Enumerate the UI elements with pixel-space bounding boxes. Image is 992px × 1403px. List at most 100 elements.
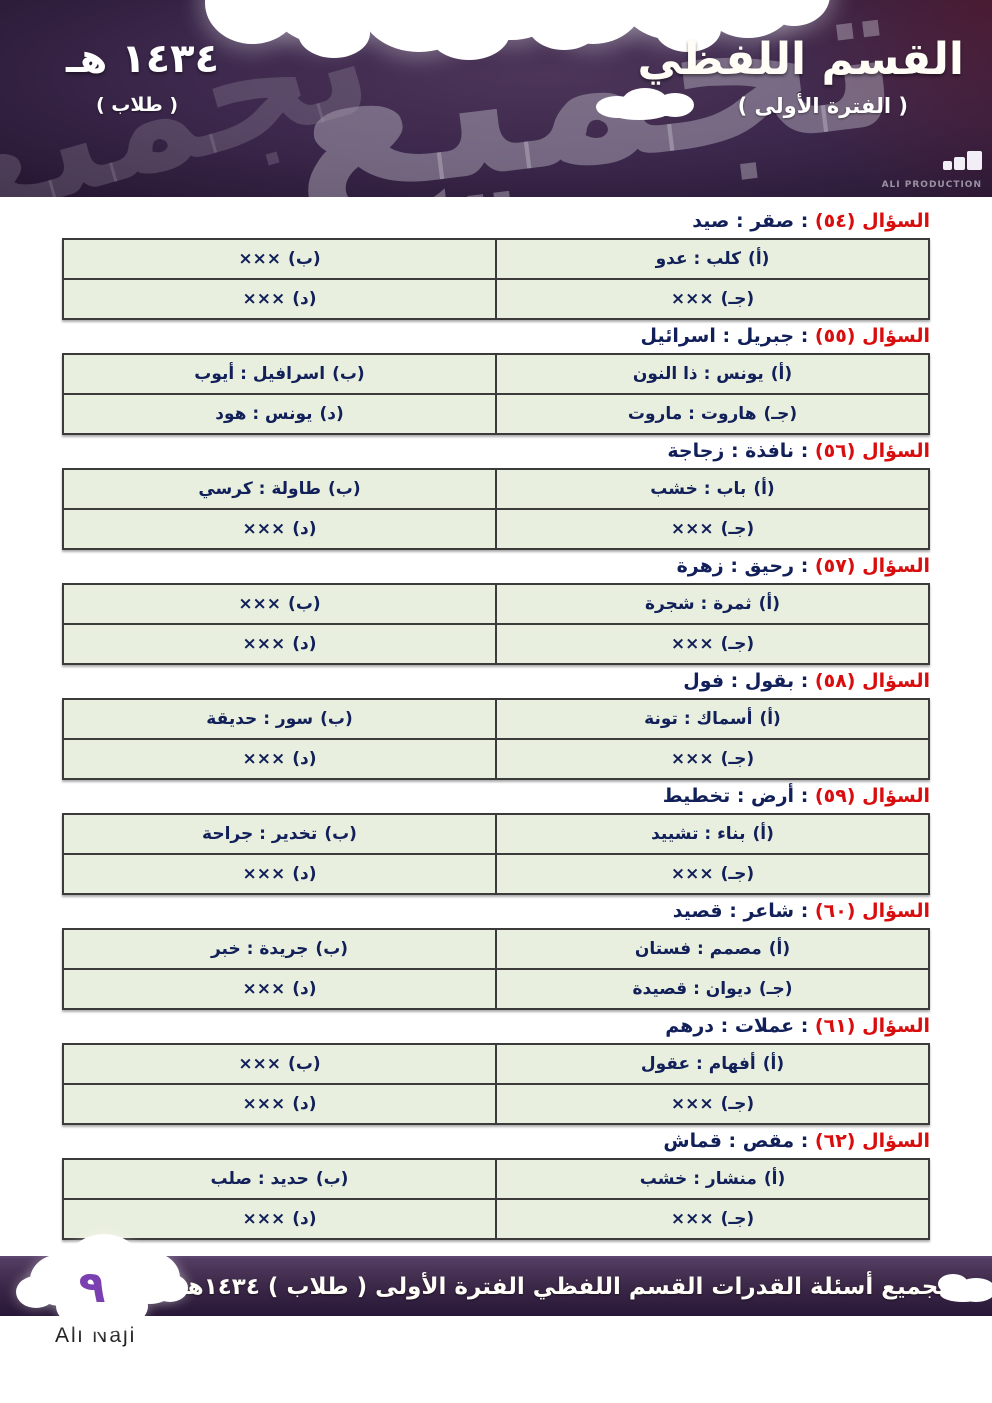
option-cell-d: (د) ×××	[62, 623, 497, 665]
logo-bars-icon	[882, 151, 982, 170]
question-block-56: السؤال (٥٦) : نافذة : زجاجة (أ) باب : خشب…	[62, 435, 930, 550]
audience-label: ( طلاب )	[96, 94, 179, 116]
option-cell-a: (أ) كلب : عدو	[495, 238, 930, 280]
option-cell-d: (د) ×××	[62, 278, 497, 320]
options-table: (أ) منشار : خشب (ب) حديد : صلب (جـ) ××× (د)…	[62, 1158, 930, 1240]
option-letter: (د)	[292, 1094, 317, 1114]
option-cell-c: (جـ) ×××	[495, 508, 930, 550]
question-pair: صقر : صيد	[692, 210, 795, 232]
question-pair: رحيق : زهرة	[676, 555, 795, 577]
question-number: السؤال (٦١)	[814, 1015, 930, 1037]
cloud-puff	[528, 0, 600, 50]
option-text: مصمم : فستان	[634, 939, 762, 959]
option-letter: (أ)	[748, 249, 770, 269]
option-letter: (أ)	[758, 594, 780, 614]
option-text: ×××	[242, 519, 286, 539]
option-letter: (د)	[292, 519, 317, 539]
period-subtitle: ( الفترة الأولى )	[737, 94, 908, 118]
title-separator: :	[794, 210, 815, 232]
question-number: السؤال (٦٢)	[814, 1130, 930, 1152]
option-text: ثمرة : شجرة	[645, 594, 752, 614]
option-cell-c: (جـ) ×××	[495, 278, 930, 320]
option-letter: (ب)	[320, 709, 353, 729]
question-pair: بقول : فول	[683, 670, 795, 692]
title-separator: :	[794, 785, 815, 807]
options-table: (أ)ثمرة : شجرة (ب)××× (جـ)××× (د)×××	[62, 583, 930, 665]
option-cell-d: (د) ×××	[62, 1198, 497, 1240]
author-name: Ali Naji	[55, 1324, 137, 1347]
option-text: هاروت : ماروت	[627, 404, 757, 424]
option-text: ×××	[242, 289, 286, 309]
title-separator: :	[794, 1130, 815, 1152]
cloud-puff	[428, 4, 510, 60]
question-number: السؤال (٥٥)	[814, 325, 930, 347]
option-text: أسماك : تونة	[644, 709, 753, 729]
page-number: ٩	[78, 1262, 106, 1313]
title-separator: :	[794, 670, 815, 692]
option-text: طاولة : كرسي	[198, 479, 322, 499]
footer-right-cloud	[928, 1266, 992, 1311]
page-number-cloud	[12, 1232, 192, 1347]
option-cell-a: (أ) منشار : خشب	[495, 1158, 930, 1200]
question-pair: أرض : تخطيط	[662, 785, 795, 807]
question-title: السؤال (٦٠) : شاعر : قصيد	[62, 895, 930, 928]
option-letter: (ب)	[288, 249, 321, 269]
title-separator: :	[794, 900, 815, 922]
question-block-57: السؤال (٥٧) : رحيق : زهرة (أ) ثمرة : شجرة…	[62, 550, 930, 665]
option-letter: (أ)	[753, 479, 775, 499]
logo-text: ALI PRODUCTION	[881, 180, 982, 190]
question-block-60: السؤال (٦٠) : شاعر : قصيد (أ) مصمم : فستا…	[62, 895, 930, 1010]
option-text: ديوان : قصيدة	[632, 979, 752, 999]
option-text: بناء : تشييد	[651, 824, 746, 844]
option-cell-b: (ب) ×××	[62, 583, 497, 625]
options-table: (أ) يونس : ذا النون (ب) اسرافيل : أيوب (جـ…	[62, 353, 930, 435]
option-letter: (د)	[292, 979, 317, 999]
option-cell-b: (ب) حديد : صلب	[62, 1158, 497, 1200]
option-text: ×××	[670, 289, 714, 309]
option-cell-a: (أ) أفهام : عقول	[495, 1043, 930, 1085]
option-letter: (أ)	[752, 824, 774, 844]
options-table: (أ) مصمم : فستان (ب) جريدة : خبر (جـ) ديوان…	[62, 928, 930, 1010]
option-text: يونس : هود	[215, 404, 313, 424]
option-text: جريدة : خبر	[210, 939, 309, 959]
option-letter: (أ)	[770, 364, 793, 384]
question-block-62: السؤال (٦٢) : مقص : قماش (أ) منشار : خشب …	[62, 1125, 930, 1240]
option-letter: (د)	[319, 404, 344, 424]
option-text: يونس : ذا النون	[632, 364, 764, 384]
title-separator: :	[794, 1015, 815, 1037]
option-letter: (جـ)	[720, 749, 755, 769]
question-title: السؤال (٥٥) : جبريل : اسرائيل	[62, 320, 931, 353]
cloud-puff	[152, 1274, 188, 1302]
option-text: ×××	[670, 519, 714, 539]
option-text: حديد : صلب	[210, 1169, 309, 1189]
option-text: منشار : خشب	[639, 1169, 757, 1189]
option-letter: (ب)	[332, 364, 365, 384]
option-text: ×××	[670, 634, 714, 654]
question-pair: شاعر : قصيد	[672, 900, 795, 922]
option-cell-c: (جـ) ديوان : قصيدة	[495, 968, 930, 1010]
option-cell-a: (أ) باب : خشب	[495, 468, 930, 510]
option-text: ×××	[242, 1209, 286, 1229]
option-cell-b: (ب) طاولة : كرسي	[62, 468, 497, 510]
option-text: اسرافيل : أيوب	[194, 364, 326, 384]
question-title: السؤال (٥٤) : صقر : صيد	[62, 205, 930, 238]
option-cell-a: (أ) يونس : ذا النون	[495, 353, 930, 395]
option-text: ×××	[238, 594, 282, 614]
question-number: السؤال (٥٧)	[814, 555, 930, 577]
option-cell-d: (د) ×××	[62, 1083, 497, 1125]
option-letter: (د)	[292, 289, 317, 309]
question-number: السؤال (٥٦)	[814, 440, 930, 462]
option-letter: (جـ)	[720, 1209, 755, 1229]
option-letter: (د)	[292, 749, 317, 769]
options-table: (أ) أسماك : تونة (ب) سور : حديقة (جـ) ××× (…	[62, 698, 930, 780]
question-block-61: السؤال (٦١) : عملات : درهم (أ) أفهام : عق…	[62, 1010, 930, 1125]
question-title: السؤال (٥٦) : نافذة : زجاجة	[62, 435, 930, 468]
cloud-puff	[16, 1276, 56, 1308]
producer-logo: ALI PRODUCTION	[882, 151, 982, 191]
option-text: تخدير : جراحة	[202, 824, 318, 844]
question-block-55: السؤال (٥٥) : جبريل : اسرائيل (أ) يونس : …	[62, 320, 930, 435]
option-text: أفهام : عقول	[640, 1054, 756, 1074]
option-letter: (جـ)	[720, 289, 755, 309]
option-cell-d: (د) ×××	[62, 968, 497, 1010]
questions-area: السؤال (٥٤) : صقر : صيد (أ) كلب : عدو (ب)…	[0, 197, 992, 1240]
